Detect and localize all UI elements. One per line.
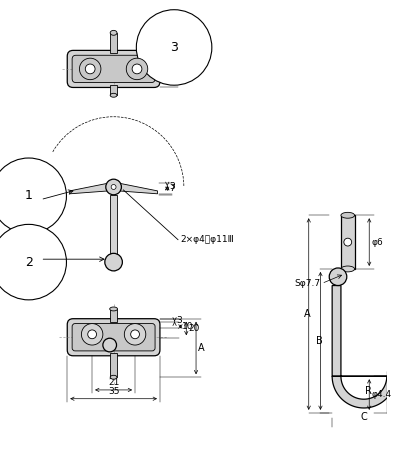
Text: Sφ7.7: Sφ7.7	[294, 279, 320, 288]
Bar	[387, 371, 395, 413]
Circle shape	[85, 64, 95, 74]
Text: B: B	[316, 336, 322, 346]
Circle shape	[329, 268, 347, 285]
Ellipse shape	[110, 93, 117, 97]
Text: R: R	[365, 386, 372, 396]
Text: φ6: φ6	[371, 238, 383, 246]
Ellipse shape	[110, 375, 117, 379]
Text: φ4.4: φ4.4	[371, 390, 391, 399]
Text: 21: 21	[108, 378, 119, 387]
Circle shape	[88, 330, 96, 339]
Circle shape	[131, 330, 139, 339]
Circle shape	[81, 323, 103, 345]
FancyBboxPatch shape	[72, 323, 155, 351]
Circle shape	[106, 179, 121, 195]
Text: 35: 35	[108, 387, 119, 396]
Ellipse shape	[341, 266, 355, 272]
Text: 20: 20	[175, 64, 186, 73]
Text: 2×φ4稴φ11Ⅲ: 2×φ4稴φ11Ⅲ	[180, 235, 234, 244]
Ellipse shape	[110, 307, 117, 311]
Circle shape	[126, 58, 148, 80]
Text: 10: 10	[182, 322, 194, 331]
Text: 1: 1	[25, 189, 33, 202]
Circle shape	[103, 338, 117, 352]
Text: 7: 7	[169, 184, 175, 193]
Bar	[341, 215, 355, 269]
Circle shape	[124, 323, 146, 345]
Text: A: A	[198, 343, 205, 353]
Polygon shape	[118, 183, 158, 194]
Bar	[110, 33, 117, 53]
Circle shape	[132, 64, 142, 74]
Circle shape	[79, 58, 101, 80]
Circle shape	[105, 253, 122, 271]
Ellipse shape	[341, 212, 355, 218]
Text: 3: 3	[170, 41, 178, 54]
Text: 2: 2	[25, 255, 33, 269]
Bar	[110, 195, 117, 254]
FancyBboxPatch shape	[72, 55, 155, 82]
Polygon shape	[70, 183, 109, 194]
Circle shape	[344, 238, 352, 246]
Bar	[110, 353, 117, 377]
Bar	[110, 309, 117, 322]
Polygon shape	[332, 285, 395, 408]
Text: 3: 3	[177, 316, 182, 325]
Ellipse shape	[110, 30, 117, 35]
Text: C: C	[361, 412, 367, 422]
Bar	[110, 85, 117, 95]
Circle shape	[111, 184, 116, 189]
Text: 3: 3	[169, 182, 175, 191]
Text: 20: 20	[188, 324, 199, 333]
FancyBboxPatch shape	[67, 50, 160, 87]
FancyBboxPatch shape	[67, 319, 160, 356]
Text: A: A	[304, 309, 311, 319]
